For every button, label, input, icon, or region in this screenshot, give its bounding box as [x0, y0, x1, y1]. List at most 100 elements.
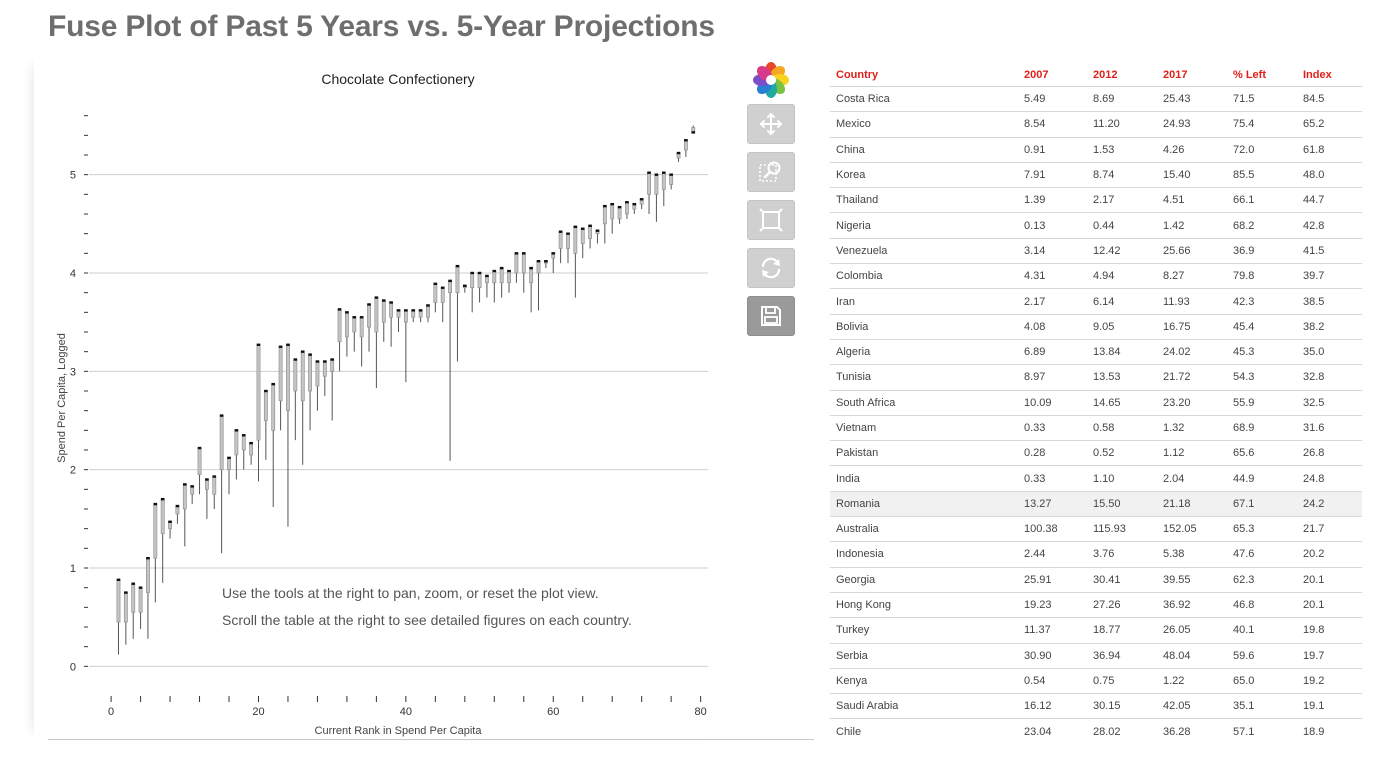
table-row[interactable]: Saudi Arabia 16.12 30.15 42.05 35.1 19.1: [830, 693, 1362, 720]
value-cell: 24.02: [1157, 339, 1227, 366]
value-cell: 24.93: [1157, 111, 1227, 138]
table-row[interactable]: Hong Kong 19.23 27.26 36.92 46.8 20.1: [830, 592, 1362, 619]
country-cell: Bolivia: [830, 314, 1018, 340]
table-row[interactable]: Costa Rica 5.49 8.69 25.43 71.5 84.5: [830, 86, 1362, 113]
fuse-tip-marker: [323, 360, 327, 363]
table-row[interactable]: Australia 100.38 115.93 152.05 65.3 21.7: [830, 516, 1362, 543]
fuse-plot-panel[interactable]: 0 1 2 3 4 5 0 20 40 60 80 Chocolate Confectionery Cu…: [34, 58, 734, 740]
country-cell: Algeria: [830, 339, 1018, 366]
fuse-tip-marker: [691, 131, 696, 134]
fuse-tip-marker: [337, 308, 342, 311]
country-table-panel[interactable]: Country 2007 2012 2017 % Left Index Cost…: [830, 64, 1362, 740]
fuse-projection-bar: [477, 272, 482, 289]
table-row[interactable]: Mexico 8.54 11.20 24.93 75.4 65.2: [830, 111, 1362, 138]
fuse-tip-marker: [160, 497, 165, 501]
pan-tool-button[interactable]: [747, 104, 795, 144]
fuse-projection-bar: [212, 476, 217, 495]
fuse-tip-marker: [308, 353, 312, 356]
value-cell: 16.12: [1018, 693, 1087, 720]
fuse-tip-marker: [440, 286, 445, 289]
value-cell: 11.37: [1018, 617, 1087, 644]
table-row[interactable]: Vietnam 0.33 0.58 1.32 68.9 31.6: [830, 415, 1362, 442]
table-row[interactable]: Thailand 1.39 2.17 4.51 66.1 44.7: [830, 187, 1362, 214]
value-cell: 0.33: [1018, 415, 1087, 442]
table-row[interactable]: India 0.33 1.10 2.04 44.9 24.8: [830, 465, 1362, 492]
value-cell: 42.8: [1297, 212, 1362, 239]
value-cell: 47.6: [1227, 541, 1297, 568]
table-row[interactable]: Chile 23.04 28.02 36.28 57.1 18.9: [830, 718, 1362, 740]
value-cell: 23.20: [1157, 390, 1227, 416]
fuse-projection-bar: [661, 172, 666, 190]
value-cell: 85.5: [1227, 162, 1297, 189]
table-row[interactable]: Algeria 6.89 13.84 24.02 45.3 35.0: [830, 339, 1362, 366]
value-cell: 1.53: [1087, 137, 1157, 163]
fuse-projection-bar: [610, 203, 615, 220]
value-cell: 71.5: [1227, 86, 1297, 113]
table-row[interactable]: Tunisia 8.97 13.53 21.72 54.3 32.8: [830, 364, 1362, 391]
value-cell: 0.54: [1018, 668, 1087, 695]
value-cell: 19.8: [1297, 617, 1362, 644]
value-cell: 65.3: [1227, 516, 1297, 543]
value-cell: 1.42: [1157, 212, 1227, 239]
column-header-pct-left[interactable]: % Left: [1227, 64, 1297, 87]
bottom-rule: [48, 739, 814, 740]
value-cell: 8.27: [1157, 263, 1227, 290]
table-row[interactable]: Nigeria 0.13 0.44 1.42 68.2 42.8: [830, 212, 1362, 239]
table-row[interactable]: South Africa 10.09 14.65 23.20 55.9 32.5: [830, 390, 1362, 416]
fuse-tip-marker: [249, 441, 253, 445]
table-row[interactable]: Turkey 11.37 18.77 26.05 40.1 19.8: [830, 617, 1362, 644]
value-cell: 19.7: [1297, 643, 1362, 669]
resize-tool-button[interactable]: [747, 200, 795, 240]
fuse-projection-bar: [146, 557, 150, 593]
value-cell: 13.53: [1087, 364, 1157, 391]
reset-tool-button[interactable]: [747, 248, 795, 288]
fuse-projection-bar: [345, 312, 349, 338]
table-row[interactable]: Korea 7.91 8.74 15.40 85.5 48.0: [830, 162, 1362, 189]
box-zoom-tool-button[interactable]: [747, 152, 795, 192]
value-cell: 8.74: [1087, 162, 1157, 189]
fuse-tip-marker: [595, 229, 600, 232]
fuse-projection-bar: [352, 316, 357, 333]
table-row[interactable]: Kenya 0.54 0.75 1.22 65.0 19.2: [830, 668, 1362, 695]
value-cell: 39.7: [1297, 263, 1362, 290]
fuse-projection-bar: [507, 270, 511, 284]
save-tool-button[interactable]: [747, 296, 795, 336]
country-cell: Colombia: [830, 263, 1018, 290]
column-header-2007[interactable]: 2007: [1018, 64, 1087, 87]
table-row[interactable]: Bolivia 4.08 9.05 16.75 45.4 38.2: [830, 314, 1362, 340]
column-header-country[interactable]: Country: [830, 64, 1018, 87]
table-row[interactable]: Iran 2.17 6.14 11.93 42.3 38.5: [830, 288, 1362, 315]
country-cell: Romania: [830, 491, 1018, 518]
value-cell: 0.44: [1087, 212, 1157, 239]
country-cell: Costa Rica: [830, 86, 1018, 113]
value-cell: 115.93: [1087, 516, 1157, 543]
fuse-projection-bar: [521, 253, 526, 274]
fuse-projection-bar: [256, 344, 261, 441]
value-cell: 21.72: [1157, 364, 1227, 391]
fuse-tip-marker: [625, 201, 629, 204]
value-cell: 32.8: [1297, 364, 1362, 391]
table-row[interactable]: Romania 13.27 15.50 21.18 67.1 24.2: [830, 491, 1362, 518]
table-row[interactable]: Serbia 30.90 36.94 48.04 59.6 19.7: [830, 643, 1362, 669]
country-cell: Kenya: [830, 668, 1018, 695]
table-row[interactable]: Colombia 4.31 4.94 8.27 79.8 39.7: [830, 263, 1362, 290]
table-row[interactable]: Venezuela 3.14 12.42 25.66 36.9 41.5: [830, 238, 1362, 265]
fuse-tip-marker: [271, 382, 276, 386]
column-header-2017[interactable]: 2017: [1157, 64, 1227, 87]
value-cell: 0.75: [1087, 668, 1157, 695]
fuse-tip-marker: [219, 414, 224, 417]
table-row[interactable]: Indonesia 2.44 3.76 5.38 47.6 20.2: [830, 541, 1362, 568]
fuse-tip-marker: [654, 173, 659, 176]
value-cell: 68.9: [1227, 415, 1297, 442]
fuse-plot[interactable]: 0 1 2 3 4 5 0 20 40 60 80 Chocolate Confectionery Cu…: [34, 58, 734, 740]
fuse-tip-marker: [507, 269, 511, 273]
column-header-index[interactable]: Index: [1297, 64, 1362, 87]
table-row[interactable]: Georgia 25.91 30.41 39.55 62.3 20.1: [830, 567, 1362, 593]
country-cell: Chile: [830, 718, 1018, 740]
x-tick-label: 40: [400, 706, 412, 718]
value-cell: 36.9: [1227, 238, 1297, 265]
table-row[interactable]: China 0.91 1.53 4.26 72.0 61.8: [830, 137, 1362, 163]
table-row[interactable]: Pakistan 0.28 0.52 1.12 65.6 26.8: [830, 440, 1362, 467]
value-cell: 18.77: [1087, 617, 1157, 644]
column-header-2012[interactable]: 2012: [1087, 64, 1157, 87]
